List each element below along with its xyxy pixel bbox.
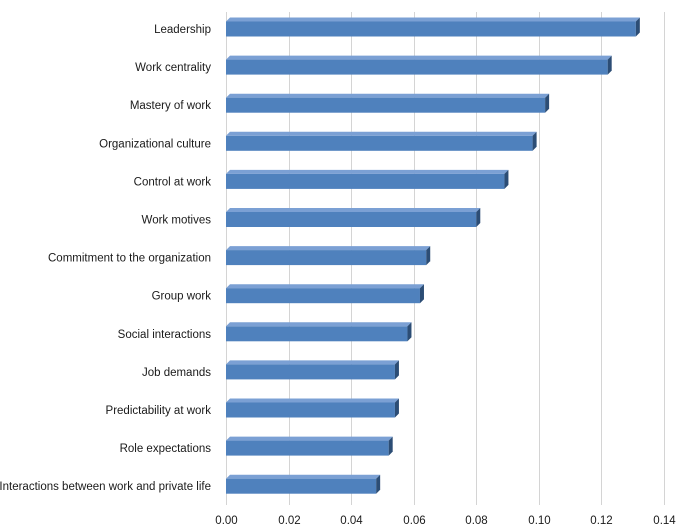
- x-tick-label: 0.10: [528, 515, 550, 527]
- bar-side-face: [394, 398, 399, 418]
- category-label: Mastery of work: [130, 100, 211, 112]
- bar-top-face: [226, 131, 537, 136]
- bar-top-face: [226, 246, 431, 251]
- bar: [226, 17, 640, 37]
- bar-side-face: [388, 436, 393, 456]
- bar: [226, 436, 393, 456]
- bar-side-face: [407, 322, 412, 342]
- bar-top-face: [226, 284, 424, 289]
- bar-top-face: [226, 398, 399, 403]
- bar-front-face: [226, 173, 505, 189]
- bar: [226, 360, 399, 380]
- bar-front-face: [226, 212, 477, 227]
- bar-side-face: [426, 246, 431, 266]
- bar-front-face: [226, 59, 608, 75]
- bar-front-face: [226, 402, 395, 418]
- x-tick-label: 0.08: [465, 515, 487, 527]
- category-label: Social interactions: [118, 329, 212, 341]
- bar-top-face: [226, 474, 381, 479]
- bar-side-face: [476, 208, 481, 227]
- category-label: Interactions between work and private li…: [0, 481, 211, 493]
- bar: [226, 169, 509, 189]
- bar: [226, 322, 412, 342]
- bar-top-face: [226, 169, 509, 174]
- bar-top-face: [226, 208, 481, 212]
- bar: [226, 131, 537, 151]
- category-label: Leadership: [154, 24, 211, 36]
- bar-layer: [226, 17, 640, 494]
- bar-front-face: [226, 135, 533, 151]
- category-label: Predictability at work: [106, 405, 212, 417]
- category-label: Job demands: [142, 367, 211, 379]
- bar-side-face: [394, 360, 399, 380]
- x-tick-layer: 0.00 0.02 0.04 0.06 0.08 0.10 0.12 0.14: [215, 515, 676, 527]
- bar: [226, 474, 381, 494]
- bar-front-face: [226, 250, 427, 266]
- bar-front-face: [226, 478, 377, 494]
- x-tick-label: 0.12: [590, 515, 612, 527]
- bar-front-face: [226, 21, 636, 37]
- bar-side-face: [419, 284, 424, 304]
- bar-front-face: [226, 364, 395, 380]
- bar-side-face: [635, 17, 640, 37]
- x-tick-label: 0.00: [215, 515, 237, 527]
- bar-top-face: [226, 322, 412, 327]
- category-label-layer: Leadership Work centrality Mastery of work…: [0, 24, 211, 493]
- bar: [226, 246, 431, 266]
- bar: [226, 398, 399, 418]
- bar-top-face: [226, 55, 612, 60]
- bar-side-face: [376, 474, 381, 494]
- bar-side-face: [545, 93, 550, 113]
- bar: [226, 284, 424, 304]
- x-tick-label: 0.06: [403, 515, 425, 527]
- category-label: Control at work: [134, 176, 212, 188]
- x-tick-label: 0.02: [278, 515, 300, 527]
- bar-front-face: [226, 97, 546, 113]
- bar-front-face: [226, 440, 389, 456]
- bar-side-face: [504, 169, 509, 189]
- bar-side-face: [532, 131, 537, 151]
- bar: [226, 93, 550, 113]
- category-label: Organizational culture: [99, 138, 211, 150]
- category-label: Commitment to the organization: [48, 253, 211, 265]
- category-label: Group work: [152, 291, 212, 303]
- x-tick-label: 0.14: [653, 515, 676, 527]
- category-label: Work motives: [142, 215, 212, 227]
- bar-top-face: [226, 17, 640, 22]
- bar-front-face: [226, 326, 408, 342]
- bar: [226, 55, 612, 75]
- bar-side-face: [607, 55, 612, 75]
- bar: [226, 208, 481, 227]
- category-label: Role expectations: [120, 443, 212, 455]
- bar-front-face: [226, 288, 420, 304]
- category-label: Work centrality: [135, 62, 211, 74]
- bar-top-face: [226, 93, 550, 98]
- bar-top-face: [226, 436, 393, 441]
- x-tick-label: 0.04: [340, 515, 363, 527]
- bar-top-face: [226, 360, 399, 365]
